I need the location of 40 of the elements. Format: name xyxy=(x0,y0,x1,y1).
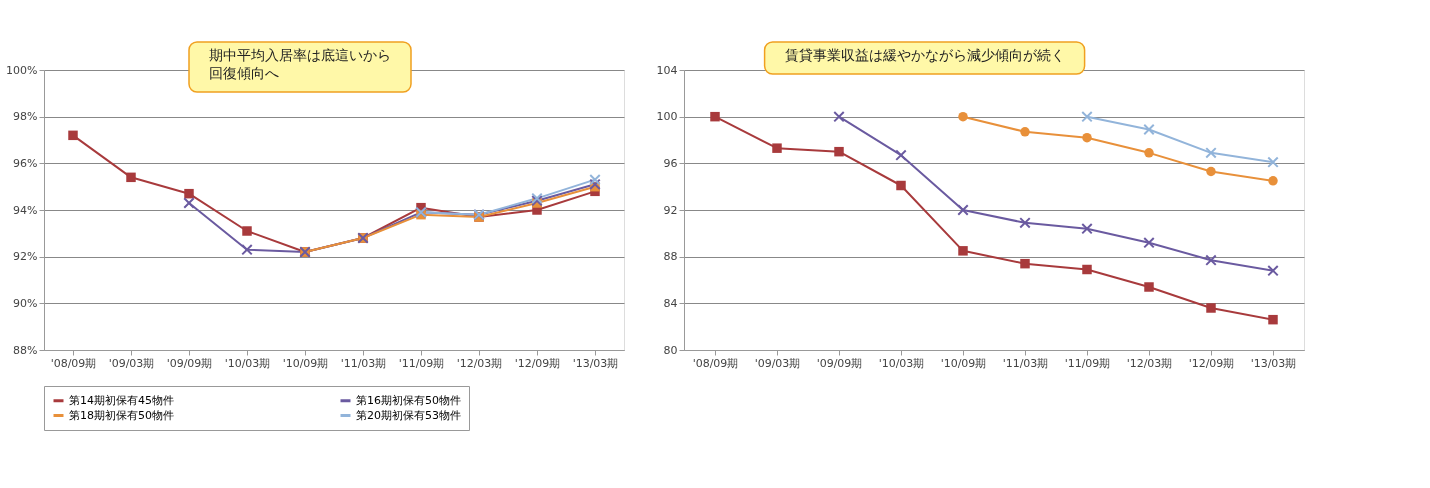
x-tick-label: '12/09期 xyxy=(1188,356,1235,370)
y-tick-label: 104 xyxy=(656,63,678,77)
x-tick-label: '10/03期 xyxy=(878,356,925,370)
legend-label: 第16期初保有50物件 xyxy=(356,393,461,407)
x-tick-label: '13/03期 xyxy=(1250,356,1297,370)
legend-label: 第18期初保有50物件 xyxy=(69,408,174,422)
x-tick-label: '10/03期 xyxy=(224,356,271,370)
y-tick-label: 96 xyxy=(663,156,678,170)
y-tick-label: 98% xyxy=(13,110,38,124)
y-tick-label: 92 xyxy=(663,203,678,217)
x-tick-label: '10/09期 xyxy=(282,356,329,370)
y-tick-label: 88 xyxy=(663,250,678,264)
x-tick-label: '09/03期 xyxy=(108,356,155,370)
x-tick-label: '08/09期 xyxy=(50,356,97,370)
y-tick-label: 80 xyxy=(663,343,678,357)
y-tick-label: 88% xyxy=(13,343,38,357)
y-tick-label: 96% xyxy=(13,156,38,170)
x-tick-label: '13/03期 xyxy=(572,356,619,370)
x-tick-label: '09/03期 xyxy=(754,356,801,370)
x-tick-label: '09/09期 xyxy=(816,356,863,370)
y-tick-label: 100 xyxy=(656,110,678,124)
text: 賃貸事業収益は緩やかながら減少傾向が続く xyxy=(784,47,1065,63)
y-tick-label: 90% xyxy=(13,296,38,310)
x-tick-label: '12/09期 xyxy=(514,356,561,370)
legend-label: 第14期初保有45物件 xyxy=(69,393,174,407)
y-tick-label: 100% xyxy=(6,63,38,77)
y-tick-label: 94% xyxy=(13,203,38,217)
x-tick-label: '11/03期 xyxy=(340,356,387,370)
x-tick-label: '11/03期 xyxy=(1002,356,1049,370)
x-tick-label: '08/09期 xyxy=(692,356,739,370)
x-tick-label: '11/09期 xyxy=(1064,356,1111,370)
x-tick-label: '09/09期 xyxy=(166,356,213,370)
x-tick-label: '12/03期 xyxy=(1126,356,1173,370)
y-tick-label: 84 xyxy=(663,296,678,310)
x-tick-label: '12/03期 xyxy=(456,356,503,370)
y-tick-label: 92% xyxy=(13,250,38,264)
x-tick-label: '11/09期 xyxy=(398,356,445,370)
annotation: 期中平均入居率は底這いから回復傾向へ xyxy=(209,47,391,81)
x-tick-label: '10/09期 xyxy=(940,356,987,370)
legend-label: 第20期初保有53物件 xyxy=(356,408,461,422)
